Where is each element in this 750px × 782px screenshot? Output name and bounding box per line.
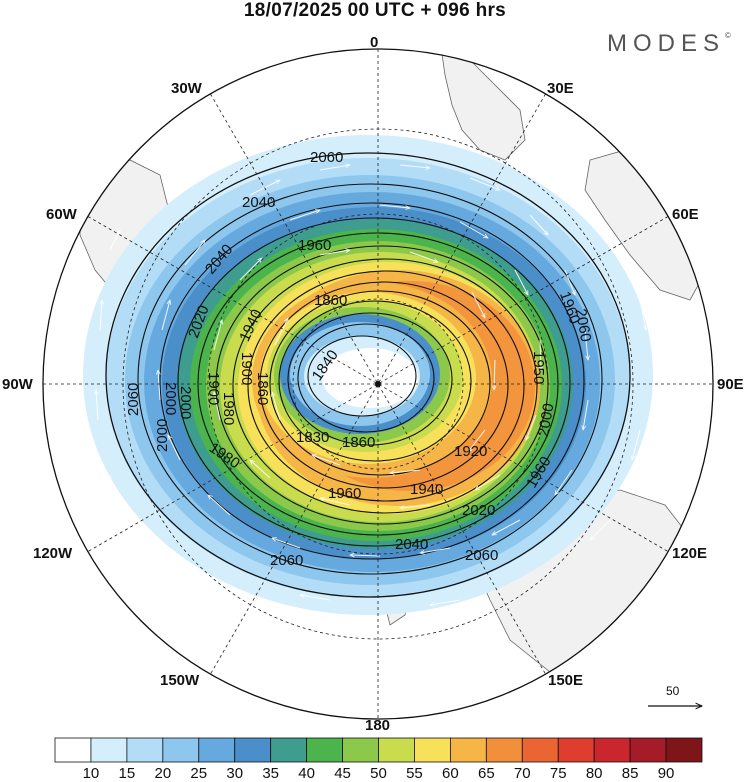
colorbar-tick-label: 45 <box>334 765 351 782</box>
graticule <box>43 49 713 719</box>
lon-label-150e: 150E <box>548 672 584 689</box>
colorbar-swatch <box>557 737 595 763</box>
colorbar-swatch <box>449 737 487 763</box>
contour-label: 2020 <box>462 502 495 519</box>
contour-label: 1900 <box>238 352 255 385</box>
colorbar-swatch <box>306 737 343 763</box>
brand-logo: MODES© <box>607 30 731 57</box>
wind-vectors <box>96 135 646 605</box>
lon-label-90w: 90W <box>2 376 33 393</box>
pole-marker <box>375 381 381 387</box>
lon-label-30w: 30W <box>171 80 202 97</box>
chart-title: 18/07/2025 00 UTC + 096 hrs <box>243 0 507 21</box>
contour-label: 2000 <box>154 419 171 452</box>
contour-label: 1950 <box>530 351 547 384</box>
lon-label-120e: 120E <box>672 545 708 562</box>
contour-label: 2000 <box>162 382 179 415</box>
contour-label: 2000 <box>535 402 558 438</box>
colorbar-swatch <box>162 737 200 763</box>
colorbar-swatch <box>126 737 164 763</box>
reference-vector-label: 50 <box>666 684 680 698</box>
colorbar-swatch <box>378 737 415 763</box>
colorbar-swatch <box>665 737 703 763</box>
colorbar-swatch <box>629 737 667 763</box>
colorbar-tick-label: 90 <box>657 765 675 782</box>
lon-label-60w: 60W <box>46 206 77 223</box>
contour-label: 1960 <box>328 485 361 502</box>
colorbar-tick-label: 40 <box>298 765 315 782</box>
speed-field <box>83 135 653 615</box>
colorbar-swatch <box>234 737 272 763</box>
contour-label: 1830 <box>296 429 329 446</box>
contour-label: 1920 <box>454 443 487 460</box>
map-border <box>42 48 714 720</box>
colorbar-tick-label: 25 <box>190 765 208 782</box>
colorbar-tick-label: 85 <box>621 765 639 782</box>
colorbar-tick-label: 20 <box>154 765 172 782</box>
contour-label: 2000 <box>177 386 194 419</box>
contour-label: 2040 <box>395 536 428 553</box>
contour-label: 1900 <box>205 372 222 405</box>
colorbar-tick-label: 80 <box>585 765 603 782</box>
colorbar-swatch <box>342 737 379 763</box>
colorbar-swatch <box>521 737 559 763</box>
colorbar-tick-label: 75 <box>549 765 567 782</box>
colorbar <box>54 737 703 763</box>
colorbar-tick-label: 30 <box>226 765 244 782</box>
contour-label: 2060 <box>270 552 303 569</box>
lon-label-0: 0 <box>370 34 379 51</box>
contour-label: 1860 <box>314 292 347 309</box>
colorbar-tick-label: 50 <box>370 765 387 782</box>
contour-label: 2060 <box>572 307 595 343</box>
colorbar-tick-label: 65 <box>477 765 495 782</box>
colorbar-tick-label: 10 <box>82 765 100 782</box>
contour-label: 2060 <box>465 547 498 564</box>
contour-label: 2060 <box>125 383 142 416</box>
contour-label: 1980 <box>220 392 237 425</box>
colorbar-swatch <box>414 737 451 763</box>
colorbar-tick-label: 55 <box>406 765 423 782</box>
colorbar-swatch <box>270 737 308 763</box>
lon-label-30e: 30E <box>547 80 574 97</box>
colorbar-swatch <box>198 737 236 763</box>
contour-label: 1940 <box>410 481 443 498</box>
colorbar-swatch <box>54 737 92 763</box>
colorbar-tick-label: 60 <box>442 765 459 782</box>
colorbar-tick-label: 15 <box>118 765 136 782</box>
colorbar-tick-label: 35 <box>262 765 279 782</box>
contour-label: 1860 <box>254 372 271 405</box>
lon-label-120w: 120W <box>33 545 73 562</box>
lon-label-150w: 150W <box>160 672 200 689</box>
lon-label-60e: 60E <box>672 206 699 223</box>
contour-label: 2040 <box>242 194 275 211</box>
colorbar-swatch <box>485 737 523 763</box>
lon-label-90e: 90E <box>717 376 744 393</box>
lon-label-180: 180 <box>365 717 391 734</box>
colorbar-tick-label: 70 <box>513 765 531 782</box>
contour-label: 2060 <box>310 149 343 166</box>
contour-label: 1960 <box>298 237 331 254</box>
contour-label: 1860 <box>342 434 375 451</box>
colorbar-swatch <box>593 737 631 763</box>
colorbar-swatch <box>90 737 128 763</box>
